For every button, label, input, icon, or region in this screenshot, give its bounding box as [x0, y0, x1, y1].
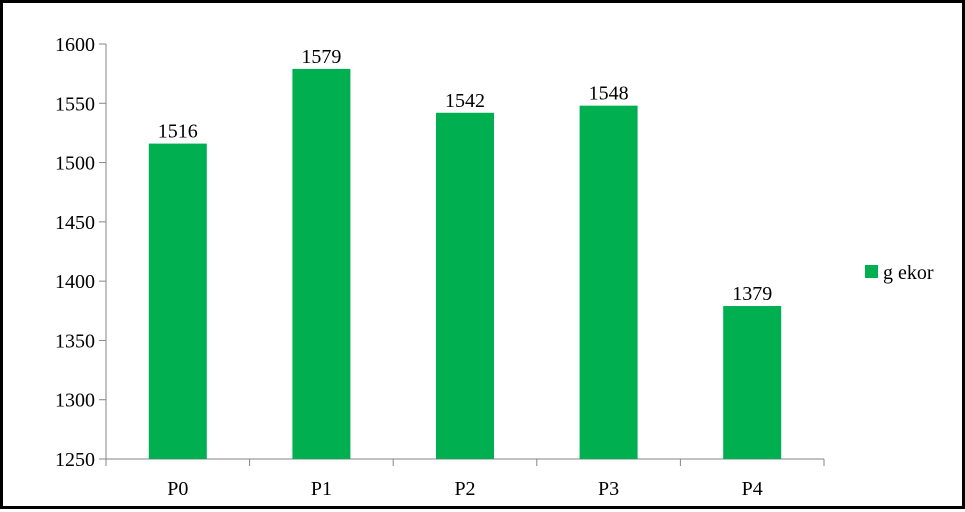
x-axis: P0 P1 P2 P3 P4	[105, 458, 825, 500]
legend: g ekor	[865, 262, 934, 284]
legend-swatch-g-ekor	[865, 265, 878, 278]
bar-p1	[292, 68, 351, 460]
y-axis: 1250 1300 1350 1400 1450 1500 1550 1600	[55, 34, 107, 471]
bar-p3	[579, 105, 638, 460]
y-tick-label: 1400	[55, 271, 95, 293]
y-tick-label: 1300	[55, 390, 95, 412]
y-tick-label: 1250	[55, 449, 95, 471]
x-tick-label: P4	[742, 478, 763, 500]
legend-label-g-ekor: g ekor	[883, 262, 934, 284]
bar-p2	[436, 112, 494, 460]
data-label: 1542	[445, 90, 485, 112]
x-tick-label: P2	[454, 478, 475, 500]
x-tick-label: P1	[311, 478, 332, 500]
data-label: 1379	[732, 283, 772, 305]
data-label: 1548	[589, 83, 629, 105]
y-tick-label: 1450	[55, 212, 95, 234]
y-tick-label: 1500	[55, 153, 95, 175]
data-label: 1579	[301, 46, 341, 68]
bars	[148, 68, 782, 460]
bar-p4	[723, 306, 782, 459]
x-tick-label: P3	[598, 478, 619, 500]
bar-p0	[148, 143, 207, 459]
y-tick-label: 1600	[55, 34, 95, 56]
x-tick-label: P0	[167, 478, 188, 500]
data-label: 1516	[158, 121, 198, 143]
data-labels: 1516 1579 1542 1548 1379	[158, 46, 772, 305]
y-tick-label: 1550	[55, 93, 95, 115]
y-tick-label: 1350	[55, 330, 95, 352]
